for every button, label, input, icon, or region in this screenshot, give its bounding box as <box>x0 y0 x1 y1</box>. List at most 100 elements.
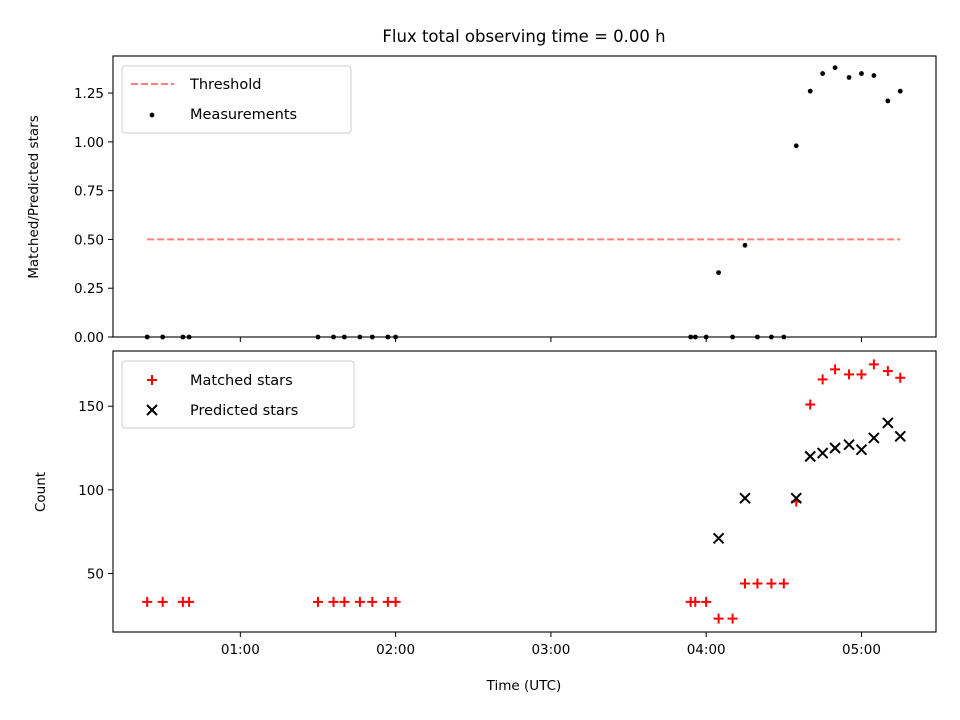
predicted-stars-point <box>894 430 906 443</box>
measurements-point <box>859 71 864 76</box>
matched-stars-point <box>713 613 724 624</box>
matched-stars-point <box>740 578 751 589</box>
bottom-y-tick-label: 100 <box>78 483 104 499</box>
chart-title: Flux total observing time = 0.00 h <box>382 27 665 46</box>
top-y-tick-label: 0.00 <box>74 330 104 346</box>
x-tick-label: 05:00 <box>842 642 881 658</box>
x-tick-label: 04:00 <box>687 642 726 658</box>
matched-stars-point <box>766 578 777 589</box>
measurements-point <box>832 65 838 71</box>
bottom-y-tick-label: 50 <box>87 566 104 582</box>
top-y-tick-label: 1.00 <box>74 135 104 151</box>
measurements-point <box>180 334 186 340</box>
measurements-point <box>897 88 903 94</box>
legend-predicted-swatch <box>146 404 158 416</box>
measurements-point <box>692 334 698 340</box>
matched-stars-point <box>339 596 350 607</box>
measurements-point <box>160 334 166 340</box>
matched-stars-point <box>328 596 339 607</box>
matched-stars-point <box>157 596 168 607</box>
legend-matched-swatch <box>147 375 157 385</box>
measurements-point <box>144 334 150 340</box>
bottom-y-tick-label: 150 <box>78 399 104 415</box>
bottom-legend-box <box>121 360 355 429</box>
measurements-point <box>186 334 192 340</box>
top-legend-box <box>121 65 352 134</box>
matched-stars-point <box>354 596 365 607</box>
predicted-stars-point <box>739 492 751 504</box>
matched-stars-point <box>142 596 153 607</box>
matched-stars-point <box>390 596 401 607</box>
top-plot-marks <box>144 65 903 340</box>
predicted-stars-point <box>829 442 841 454</box>
top-y-tick-label: 0.25 <box>74 281 104 297</box>
measurements-point <box>793 143 799 149</box>
matched-stars-point <box>701 596 712 607</box>
measurements-point <box>385 334 391 340</box>
measurements-point <box>820 71 826 76</box>
matched-stars-point <box>367 596 378 607</box>
top-y-ticks: 0.00 0.25 0.50 0.75 1.00 1.25 <box>74 86 113 346</box>
bottom-axes-frame <box>112 350 937 633</box>
top-axes-frame <box>112 55 937 338</box>
matched-stars-point <box>844 369 855 380</box>
matched-stars-point <box>778 578 789 589</box>
bottom-y-ticks: 50 100 150 <box>78 399 113 582</box>
predicted-stars-point <box>855 443 868 456</box>
top-y-tick-label: 0.50 <box>74 232 104 248</box>
matched-stars-point <box>805 399 816 410</box>
predicted-stars-point <box>790 492 802 504</box>
predicted-stars-point <box>843 438 855 451</box>
matched-stars-point <box>690 596 701 607</box>
matched-stars-point <box>817 374 828 385</box>
measurements-point <box>781 334 787 340</box>
measurements-point <box>755 334 760 340</box>
predicted-stars-point <box>804 450 816 463</box>
matched-stars-point <box>895 372 906 383</box>
legend-threshold-label: Threshold <box>189 77 261 93</box>
x-axis-label: Time (UTC) <box>486 678 562 694</box>
measurements-point <box>716 270 722 276</box>
measurements-point <box>807 88 813 94</box>
legend-measurements-swatch <box>149 112 155 118</box>
top-y-tick-label: 1.25 <box>74 86 104 102</box>
bottom-y-axis-label: Count <box>33 472 49 512</box>
measurements-point <box>688 334 694 340</box>
measurements-point <box>315 334 321 340</box>
measurements-point <box>341 334 347 340</box>
matched-stars-point <box>752 578 763 589</box>
measurements-point <box>846 75 852 80</box>
measurements-point <box>369 334 375 340</box>
matched-stars-point <box>830 364 841 375</box>
measurements-point <box>357 334 363 340</box>
matched-stars-point <box>312 596 323 607</box>
top-y-tick-label: 0.75 <box>74 184 104 200</box>
measurements-point <box>393 334 399 340</box>
measurements-point <box>885 98 891 104</box>
predicted-stars-point <box>868 432 880 444</box>
matched-stars-point <box>727 613 738 624</box>
legend-predicted-label: Predicted stars <box>190 403 298 419</box>
measurements-point <box>769 334 774 340</box>
matched-stars-point <box>184 596 195 607</box>
measurements-point <box>703 334 709 340</box>
bottom-legend: Matched stars Predicted stars <box>121 360 355 429</box>
x-tick-label: 01:00 <box>221 642 260 658</box>
x-tick-label: 02:00 <box>376 642 415 658</box>
legend-matched-label: Matched stars <box>190 373 293 389</box>
bottom-plot-marks <box>142 359 906 624</box>
legend-measurements-label: Measurements <box>190 107 297 123</box>
measurements-point <box>331 334 336 340</box>
predicted-stars-point <box>816 447 829 459</box>
measurements-point <box>871 73 877 78</box>
matched-stars-point <box>856 369 867 380</box>
predicted-stars-point <box>882 417 894 429</box>
predicted-stars-point <box>712 532 725 545</box>
bottom-x-ticks: 01:00 02:00 03:00 04:00 05:00 <box>221 632 881 658</box>
measurements-point <box>730 334 735 340</box>
matched-stars-point <box>868 359 879 370</box>
top-panel: 0.00 0.25 0.50 0.75 1.00 1.25 Matched/Predict… <box>26 55 937 346</box>
x-tick-label: 03:00 <box>531 642 570 658</box>
measurements-point <box>742 242 748 248</box>
